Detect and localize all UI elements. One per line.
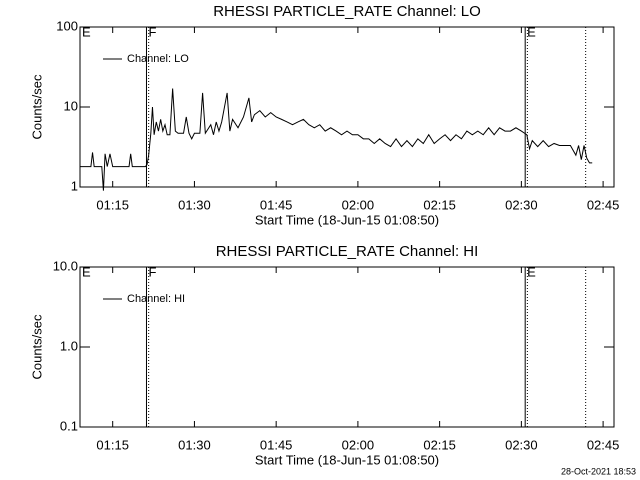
x-tick-label: 01:45 (260, 197, 293, 212)
y-tick-label: 10 (64, 98, 78, 113)
event-label: E (82, 24, 91, 39)
event-label: F (148, 24, 156, 39)
chart-title: RHESSI PARTICLE_RATE Channel: HI (216, 243, 479, 260)
plot-frame (79, 26, 615, 188)
y-axis-label: Counts/sec (29, 74, 44, 140)
y-tick-label: 0.1 (60, 418, 78, 433)
y-tick-label: 10.0 (53, 258, 78, 273)
x-tick-label: 02:15 (423, 197, 456, 212)
plot-frame (79, 266, 615, 428)
data-line (80, 88, 593, 191)
legend-label: Channel: LO (127, 53, 189, 65)
timestamp: 28-Oct-2021 18:53 (561, 466, 636, 476)
x-tick-label: 02:30 (505, 437, 538, 452)
x-tick-label: 02:45 (587, 197, 620, 212)
x-tick-label: 02:30 (505, 197, 538, 212)
event-label: F (148, 264, 156, 279)
x-tick-label: 01:45 (260, 437, 293, 452)
y-tick-label: 100 (56, 18, 78, 33)
y-axis-label: Counts/sec (29, 314, 44, 380)
x-tick-label: 01:30 (178, 437, 211, 452)
x-tick-label: 01:15 (96, 437, 129, 452)
x-tick-label: 02:00 (342, 437, 375, 452)
event-label: E (527, 264, 536, 279)
y-tick-label: 1 (71, 178, 78, 193)
x-axis-label: Start Time (18-Jun-15 01:08:50) (255, 452, 439, 467)
y-tick-label: 1.0 (60, 338, 78, 353)
x-tick-label: 02:15 (423, 437, 456, 452)
event-label: E (82, 264, 91, 279)
x-tick-label: 01:15 (96, 197, 129, 212)
chart-title: RHESSI PARTICLE_RATE Channel: LO (213, 3, 481, 20)
event-label: E (527, 24, 536, 39)
x-tick-label: 02:45 (587, 437, 620, 452)
x-tick-label: 01:30 (178, 197, 211, 212)
x-tick-label: 02:00 (342, 197, 375, 212)
legend-label: Channel: HI (127, 293, 185, 305)
x-axis-label: Start Time (18-Jun-15 01:08:50) (255, 212, 439, 227)
